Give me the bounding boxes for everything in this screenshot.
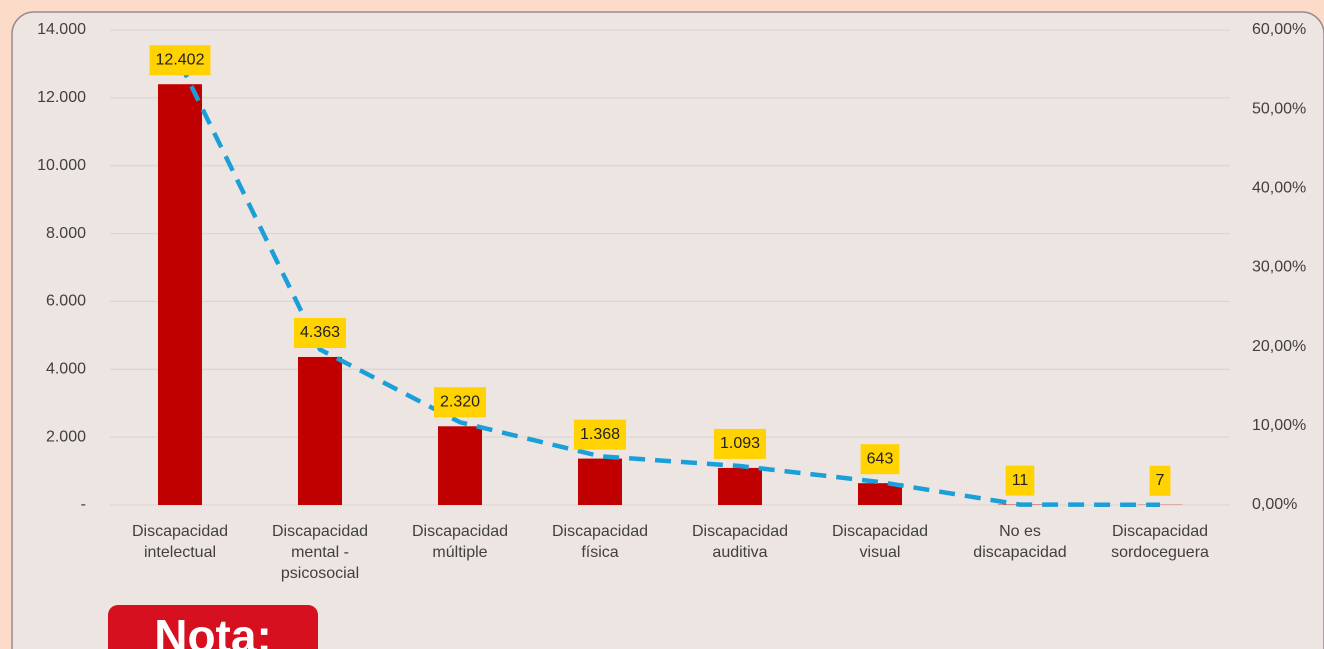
x-tick-label: Discapacidad física xyxy=(552,523,648,561)
label-box xyxy=(1005,465,1035,496)
value-label: 2.320 xyxy=(440,394,480,411)
label-box xyxy=(713,428,767,459)
value-label: 643 xyxy=(867,450,894,467)
y-tick-label: 6.000 xyxy=(46,293,86,310)
y-tick-label: 10.000 xyxy=(37,157,86,174)
value-label: 11 xyxy=(1012,472,1029,489)
y-tick-label: 4.000 xyxy=(46,361,86,378)
y-tick-label: 14.000 xyxy=(37,21,86,38)
line xyxy=(177,61,1161,508)
bar xyxy=(858,483,902,505)
x-tick-label: Discapacidad sordoceguera xyxy=(1111,523,1209,561)
label-box xyxy=(573,419,627,450)
y-tick-label: 8.000 xyxy=(46,225,86,242)
y-tick-label: - xyxy=(81,496,86,513)
value-label: 4.363 xyxy=(300,324,340,341)
x-tick-label: Discapacidad intelectual xyxy=(132,523,228,561)
label-box xyxy=(433,387,487,418)
bar xyxy=(718,467,762,505)
note-text: Nota: xyxy=(154,610,272,649)
label-box xyxy=(1149,465,1171,496)
value-label: 1.368 xyxy=(580,426,620,443)
y2-tick-label: 50,00% xyxy=(1252,100,1306,117)
x-tick-label: Discapacidad mental -psicosocial xyxy=(272,523,368,582)
y2-tick-label: 60,00% xyxy=(1252,21,1306,38)
label-box xyxy=(860,444,900,475)
x-tick-label: Discapacidad visual xyxy=(832,523,928,561)
y2-tick-label: 20,00% xyxy=(1252,338,1306,355)
y2-tick-label: 10,00% xyxy=(1252,417,1306,434)
value-label: 12.402 xyxy=(156,51,205,68)
bar xyxy=(438,426,482,505)
bar xyxy=(578,458,622,505)
y2-tick-label: 30,00% xyxy=(1252,259,1306,276)
bar xyxy=(158,84,202,505)
label-box xyxy=(293,317,347,348)
y-tick-label: 2.000 xyxy=(46,428,86,445)
y2-tick-label: 40,00% xyxy=(1252,180,1306,197)
value-label: 7 xyxy=(1156,472,1165,489)
y2-tick-label: 0,00% xyxy=(1252,496,1297,513)
x-tick-label: Discapacidad múltiple xyxy=(412,523,508,561)
x-tick-label: Discapacidad auditiva xyxy=(692,523,788,561)
x-tick-label: No es discapacidad xyxy=(973,523,1066,561)
bar xyxy=(298,356,342,505)
note-badge xyxy=(108,605,318,649)
y-tick-label: 12.000 xyxy=(37,89,86,106)
label-box xyxy=(149,45,211,76)
value-label: 1.093 xyxy=(720,435,760,452)
